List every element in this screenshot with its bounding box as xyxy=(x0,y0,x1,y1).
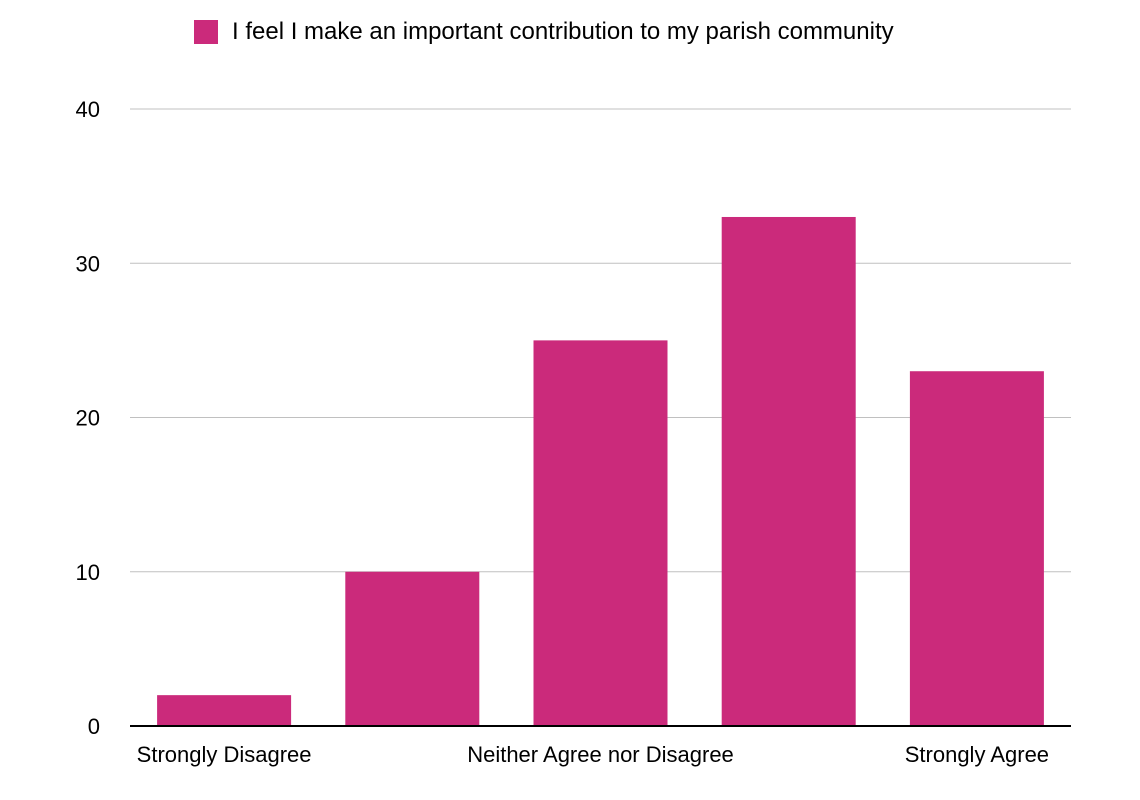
bar-disagree xyxy=(345,571,480,726)
legend-swatch xyxy=(194,20,218,44)
bar-neither-agree-nor-disagree xyxy=(533,340,668,726)
y-tick-label: 20 xyxy=(76,406,100,431)
x-tick-label: Strongly Disagree xyxy=(137,742,312,767)
bar-strongly-agree xyxy=(909,371,1044,726)
x-tick-label: Strongly Agree xyxy=(905,742,1049,767)
x-axis-labels: Strongly Disagree Neither Agree nor Disag… xyxy=(137,742,1049,767)
bar-agree xyxy=(721,216,856,726)
y-tick-label: 40 xyxy=(76,97,100,122)
bar-strongly-disagree xyxy=(157,695,292,726)
y-tick-label: 10 xyxy=(76,560,100,585)
legend-label: I feel I make an important contribution … xyxy=(232,18,894,45)
y-tick-label: 30 xyxy=(76,251,100,276)
y-tick-label: 0 xyxy=(88,714,100,739)
x-tick-label: Neither Agree nor Disagree xyxy=(467,742,734,767)
legend: I feel I make an important contribution … xyxy=(194,18,894,46)
bars xyxy=(157,216,1044,726)
y-axis-ticks: 0 10 20 30 40 xyxy=(76,97,100,739)
